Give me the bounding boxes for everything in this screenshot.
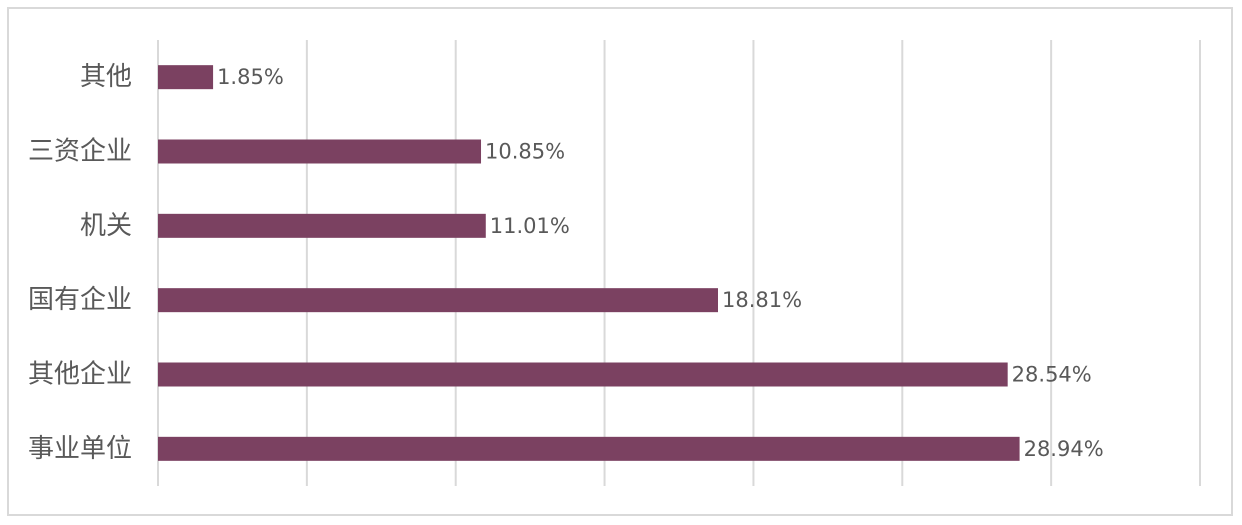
value-label-4: 28.54% bbox=[1012, 363, 1092, 387]
bar-1 bbox=[158, 139, 482, 164]
category-label-4: 其他企业 bbox=[28, 360, 132, 390]
bar-3 bbox=[158, 288, 719, 313]
value-label-1: 10.85% bbox=[485, 140, 565, 164]
category-label-3: 国有企业 bbox=[28, 285, 132, 315]
value-label-3: 18.81% bbox=[722, 288, 802, 312]
category-label-0: 其他 bbox=[80, 62, 132, 92]
gridlines bbox=[157, 40, 1201, 486]
category-label-5: 事业单位 bbox=[28, 434, 132, 464]
bar-4 bbox=[158, 362, 1008, 387]
bars bbox=[158, 65, 1020, 461]
category-label-2: 机关 bbox=[80, 211, 132, 241]
value-labels: 1.85% 10.85% 11.01% 18.81% 28.54% 28.94% bbox=[217, 65, 1104, 461]
category-label-1: 三资企业 bbox=[28, 137, 132, 167]
value-label-5: 28.94% bbox=[1024, 437, 1104, 461]
bar-5 bbox=[158, 436, 1020, 461]
chart-frame bbox=[7, 7, 1233, 516]
value-label-2: 11.01% bbox=[490, 214, 570, 238]
bar-0 bbox=[158, 65, 214, 90]
bar-2 bbox=[158, 213, 486, 238]
value-label-0: 1.85% bbox=[217, 65, 284, 89]
